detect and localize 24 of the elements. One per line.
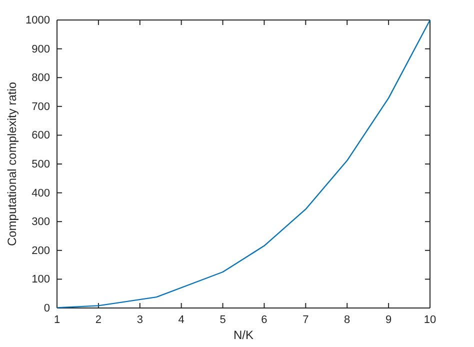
y-tick-label: 900 xyxy=(32,43,50,56)
y-tick-label: 500 xyxy=(32,158,50,171)
x-tick-label: 8 xyxy=(344,314,350,326)
y-tick-label: 800 xyxy=(32,72,50,84)
y-tick-label: 200 xyxy=(32,244,50,257)
y-tick-label: 400 xyxy=(32,187,50,200)
x-tick-label: 5 xyxy=(220,314,226,326)
y-tick-label: 700 xyxy=(32,100,50,113)
x-tick-label: 4 xyxy=(178,314,184,326)
y-tick-label: 0 xyxy=(44,302,50,315)
x-tick-label: 6 xyxy=(261,314,268,326)
line-series xyxy=(56,19,431,308)
x-tick-label: 10 xyxy=(424,314,436,326)
y-tick-label: 600 xyxy=(32,130,50,142)
x-tick-label: 2 xyxy=(95,314,102,326)
y-tick-label: 1000 xyxy=(26,14,50,27)
y-axis-title: Computational complexity ratio xyxy=(5,82,19,246)
y-tick-label: 100 xyxy=(32,274,50,286)
x-tick-label: 7 xyxy=(302,314,309,326)
x-tick-label: 3 xyxy=(136,314,143,326)
y-tick-label: 300 xyxy=(32,216,50,228)
x-tick-label: 9 xyxy=(385,314,392,326)
x-tick-label: 1 xyxy=(54,314,60,326)
x-axis-title: N/K xyxy=(233,328,254,342)
